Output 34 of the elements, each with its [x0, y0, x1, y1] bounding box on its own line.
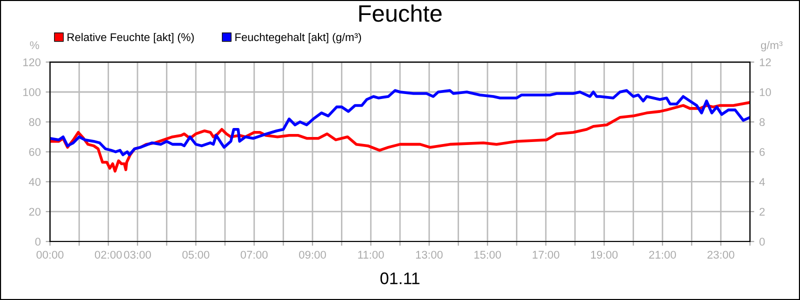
- x-tick-label: 13:00: [416, 250, 443, 259]
- x-tick-label: 07:00: [240, 250, 268, 259]
- y-tick-label: 80: [29, 118, 41, 126]
- x-tick-label: 15:00: [474, 250, 501, 259]
- line-series: [50, 89, 750, 156]
- y2-axis-title: g/m³: [760, 40, 783, 52]
- x-tick-label: 09:00: [299, 250, 326, 259]
- legend-label: Relative Feuchte [akt] (%): [68, 32, 194, 44]
- y2-tick-label: 12: [760, 58, 771, 66]
- chart-title: Feuchte: [359, 4, 442, 22]
- y2-tick-label: 2: [760, 208, 765, 216]
- y2-tick-label: 0: [759, 238, 765, 246]
- x-tick-label: 03:00: [124, 250, 151, 259]
- x-tick-label: 21:00: [649, 250, 676, 259]
- y-tick-label: 60: [29, 148, 41, 156]
- y-tick-label: 20: [29, 208, 41, 216]
- y2-tick-label: 10: [760, 88, 771, 96]
- x-tick-label: 05:00: [182, 250, 210, 259]
- x-tick-label: 02:00: [94, 250, 122, 259]
- x-tick-label: 19:00: [591, 250, 618, 259]
- y2-tick-label: 8: [760, 118, 765, 126]
- x-tick-label: 17:00: [532, 250, 560, 259]
- x-tick-label: 23:00: [707, 250, 734, 259]
- x-tick-label: 11:00: [358, 250, 384, 259]
- y-tick-label: 100: [23, 88, 41, 96]
- x-tick-label: 00:00: [36, 250, 64, 259]
- y-axis-title: %: [30, 41, 40, 50]
- y-tick-label: 0: [35, 238, 41, 246]
- y2-tick-label: 4: [759, 178, 765, 186]
- y-tick-label: 40: [28, 178, 41, 186]
- x-axis-title: 01.11: [380, 272, 420, 284]
- legend-label: Feuchtegehalt [akt] (g/m³): [235, 32, 362, 44]
- y-tick-label: 120: [23, 58, 41, 66]
- y2-tick-label: 6: [760, 148, 765, 156]
